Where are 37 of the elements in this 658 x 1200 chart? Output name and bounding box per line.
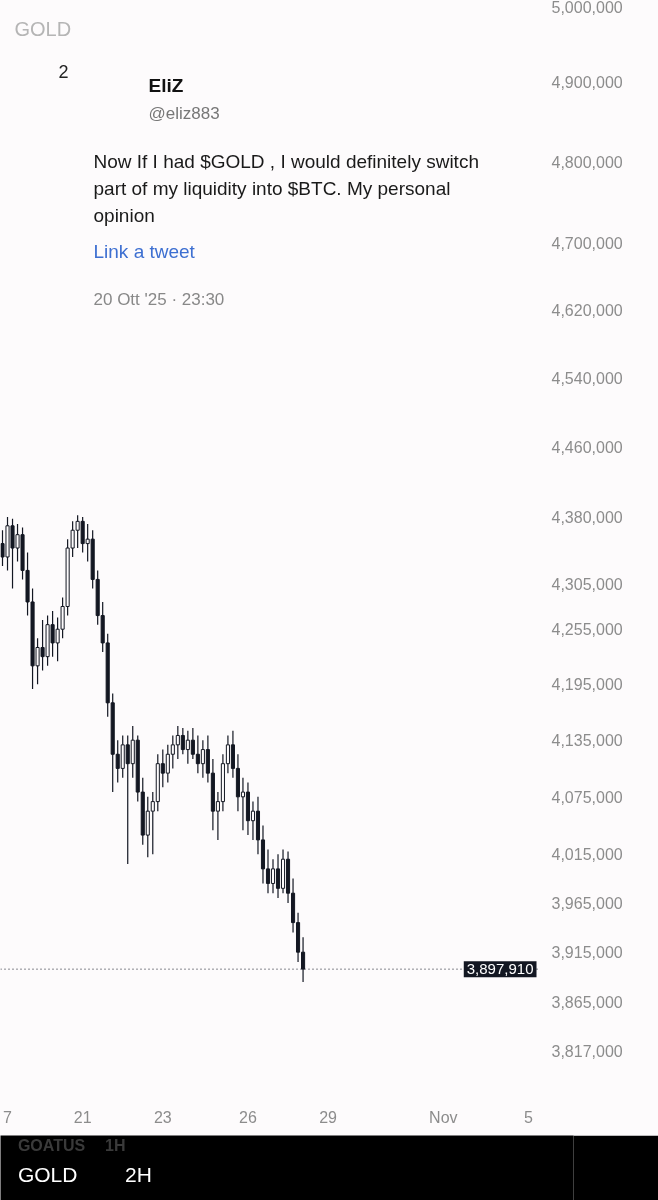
y-tick-label: 4,195,000: [551, 676, 623, 694]
x-tick-label: 26: [239, 1108, 257, 1126]
y-tick-label: 4,255,000: [551, 621, 623, 639]
y-tick-label: 5,000,000: [551, 0, 623, 16]
annotation: Link a tweet: [93, 241, 196, 262]
y-tick-label: 4,800,000: [551, 153, 623, 171]
text: GOATUS: [17, 1137, 86, 1154]
y-tick-label: 4,620,000: [551, 302, 623, 320]
y-tick-label: 4,135,000: [551, 732, 623, 750]
y-tick-label: 3,817,000: [551, 1042, 623, 1060]
x-tick-label: 5: [524, 1108, 534, 1126]
ref-line-label: 3,897,910: [466, 960, 534, 978]
y-tick-label: 4,015,000: [551, 846, 623, 864]
y-tick-label: 4,460,000: [551, 438, 623, 456]
y-tick-label: 4,380,000: [551, 508, 623, 526]
annotation: @eliz883: [148, 104, 220, 123]
y-tick-label: 4,700,000: [551, 235, 623, 253]
annotation: 20 Ott '25 · 23:30: [93, 290, 225, 309]
y-tick-label: 3,865,000: [551, 994, 623, 1012]
text: 1H: [105, 1137, 126, 1154]
annotation: Now If I had $GOLD , I would definitely switch part of my liquidity into $BTC. My personal opinion: [93, 150, 479, 227]
annotation: EliZ: [148, 75, 184, 96]
text: GOLD: [17, 1163, 78, 1186]
x-tick-label: Nov: [429, 1108, 458, 1126]
y-tick-label: 4,305,000: [551, 575, 623, 593]
y-tick-label: 4,900,000: [551, 73, 623, 91]
text: 2H: [125, 1163, 152, 1186]
x-tick-label: 21: [73, 1108, 92, 1126]
y-tick-label: 3,915,000: [551, 944, 623, 962]
x-tick-label: 7: [3, 1108, 13, 1126]
y-tick-label: 3,965,000: [551, 894, 623, 912]
x-tick-label: 29: [319, 1108, 338, 1126]
y-tick-label: 4,540,000: [551, 369, 623, 387]
x-tick-label: 23: [153, 1108, 172, 1126]
y-tick-label: 4,075,000: [551, 788, 623, 806]
text: GOLD: [14, 17, 72, 40]
annotation: 2: [58, 62, 69, 82]
